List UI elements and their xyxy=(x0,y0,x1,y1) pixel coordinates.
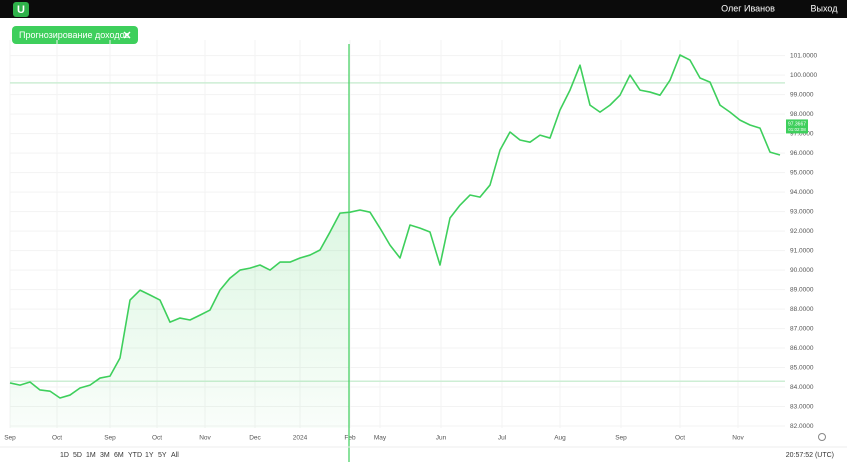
logout[interactable]: Выход xyxy=(811,3,839,13)
price-value: 97.3667 xyxy=(788,121,806,127)
y-tick-label: 93.0000 xyxy=(790,208,814,215)
logo-badge[interactable] xyxy=(13,2,29,17)
x-tick-label: Sep xyxy=(104,435,116,442)
x-tick-label: May xyxy=(374,435,387,442)
x-tick-label: 2024 xyxy=(293,435,308,442)
y-tick-label: 88.0000 xyxy=(790,306,814,313)
y-tick-label: 86.0000 xyxy=(790,345,814,352)
x-tick-label: Jun xyxy=(436,435,447,442)
logo[interactable]: U xyxy=(17,4,25,16)
y-tick-label: 89.0000 xyxy=(790,286,814,293)
x-tick-label: Aug xyxy=(554,435,566,442)
y-tick-label: 95.0000 xyxy=(790,169,814,176)
x-tick-label: Nov xyxy=(199,435,211,442)
x-tick-label: Jul xyxy=(498,435,507,442)
countdown: 01:02:08 xyxy=(788,127,806,132)
y-tick-label: 90.0000 xyxy=(790,267,814,274)
y-tick-label: 83.0000 xyxy=(790,403,814,410)
y-tick-label: 87.0000 xyxy=(790,325,814,332)
range-button[interactable]: 6M xyxy=(114,452,124,459)
y-tick-label: 85.0000 xyxy=(790,364,814,371)
x-tick-label: Oct xyxy=(152,435,162,442)
price-line xyxy=(9,54,781,399)
range-button[interactable]: 3M xyxy=(100,452,110,459)
y-tick-label: 91.0000 xyxy=(790,247,814,254)
user-name[interactable]: Олег Иванов xyxy=(721,3,775,13)
price-tag xyxy=(786,119,808,134)
x-tick-label: Sep xyxy=(4,435,16,442)
y-tick-label: 82.0000 xyxy=(790,423,814,430)
filter-chip[interactable] xyxy=(12,26,138,44)
clock: 20:57:52 (UTC) xyxy=(786,452,834,459)
chip-label: Прогнозирование доходов xyxy=(19,30,130,40)
chart: 82.0000 83.0000 84.0000 85.0000 86.0000 87.00… xyxy=(4,40,817,462)
y-tick-label: 101.0000 xyxy=(790,52,817,59)
y-tick-label: 84.0000 xyxy=(790,384,814,391)
y-tick-label: 99.0000 xyxy=(790,91,814,98)
y-tick-label: 97.0000 xyxy=(790,130,814,137)
y-tick-label: 94.0000 xyxy=(790,189,814,196)
range-button[interactable]: 1M xyxy=(86,452,96,459)
x-tick-label: Sep xyxy=(615,435,627,442)
y-tick-label: 92.0000 xyxy=(790,228,814,235)
x-tick-label: Feb xyxy=(344,435,356,442)
range-button[interactable]: All xyxy=(171,452,179,459)
x-tick-label: Oct xyxy=(675,435,685,442)
area xyxy=(10,212,349,428)
range-button[interactable]: 1Y xyxy=(145,452,154,459)
range-button[interactable]: 5Y xyxy=(158,452,167,459)
range-button[interactable]: 1D xyxy=(60,452,69,459)
y-tick-label: 98.0000 xyxy=(790,111,814,118)
x-tick-label: Dec xyxy=(249,435,261,442)
y-tick-label: 100.0000 xyxy=(790,72,817,79)
settings-icon[interactable] xyxy=(818,433,826,441)
range-button[interactable]: 5D xyxy=(73,452,82,459)
range-button[interactable]: YTD xyxy=(128,452,142,459)
y-tick-label: 96.0000 xyxy=(790,150,814,157)
chip-close[interactable] xyxy=(123,31,131,39)
x-tick-label: Oct xyxy=(52,435,62,442)
top-bar xyxy=(0,0,847,18)
x-tick-label: Nov xyxy=(732,435,744,442)
